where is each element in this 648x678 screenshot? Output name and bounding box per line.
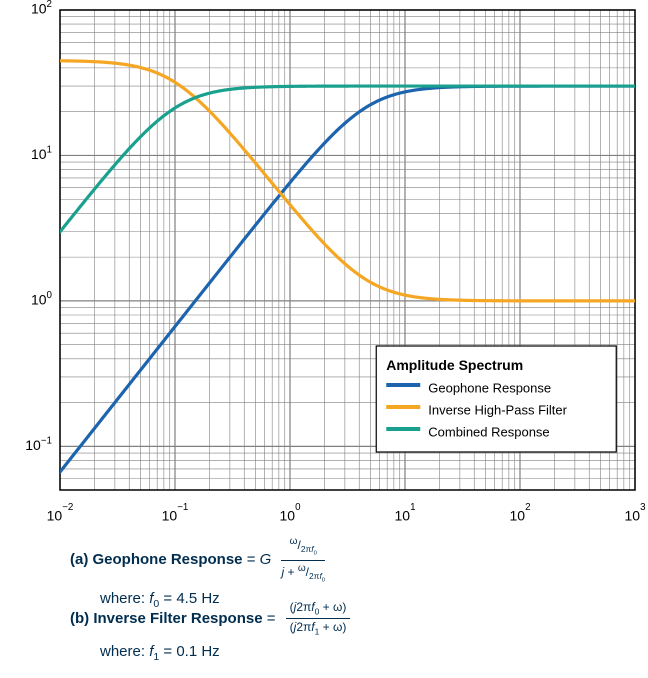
legend: Amplitude Spectrum Geophone Response Inver…	[376, 346, 616, 452]
caption-b-where: where: f1 = 0.1 Hz	[100, 642, 350, 665]
legend-label: Inverse High-Pass Filter	[428, 402, 567, 417]
legend-title: Amplitude Spectrum	[386, 357, 523, 373]
legend-swatch	[386, 405, 420, 409]
legend-label: Combined Response	[428, 424, 549, 439]
svg-text:103: 103	[624, 502, 646, 523]
svg-text:101: 101	[394, 502, 415, 523]
svg-text:100: 100	[279, 502, 301, 523]
caption-a-label: (a) Geophone Response	[70, 551, 243, 568]
legend-label: Geophone Response	[428, 380, 551, 395]
caption-a-eq: = G	[247, 551, 272, 568]
caption-b-fraction: (j2πf0 + ω) (j2πf1 + ω)	[286, 600, 351, 638]
legend-swatch	[386, 427, 420, 431]
svg-text:102: 102	[509, 502, 530, 523]
svg-text:10−1: 10−1	[162, 502, 189, 523]
caption-a-fraction: ω/2πf0 j + ω/2πf0	[281, 535, 325, 585]
svg-text:10−1: 10−1	[25, 435, 52, 453]
caption-b-eq: =	[267, 610, 280, 627]
svg-text:10−2: 10−2	[47, 502, 74, 523]
svg-text:100: 100	[31, 290, 53, 308]
legend-swatch	[386, 383, 420, 387]
caption-b-label: (b) Inverse Filter Response	[70, 610, 263, 627]
svg-text:102: 102	[31, 0, 52, 17]
svg-text:101: 101	[31, 144, 52, 162]
